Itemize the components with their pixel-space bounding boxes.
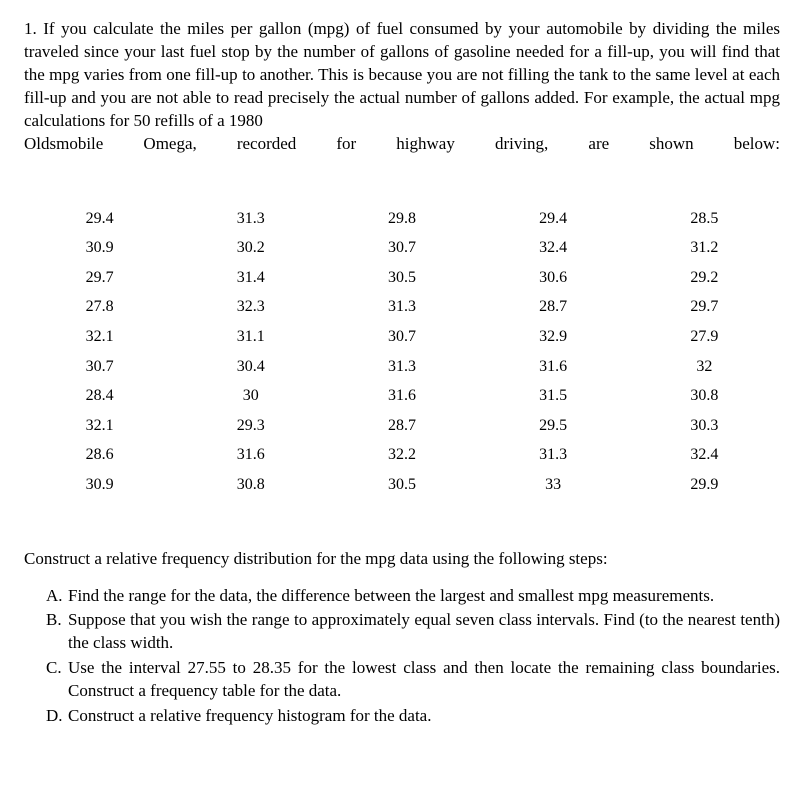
step-letter: A. bbox=[46, 585, 63, 608]
step-letter: C. bbox=[46, 657, 62, 680]
table-cell: 30.2 bbox=[175, 233, 326, 263]
table-cell: 31.2 bbox=[629, 233, 780, 263]
table-cell: 31.3 bbox=[175, 204, 326, 234]
step-text: Suppose that you wish the range to appro… bbox=[68, 610, 780, 652]
table-cell: 29.9 bbox=[629, 470, 780, 500]
table-cell: 30.7 bbox=[326, 322, 477, 352]
table-cell: 29.7 bbox=[24, 263, 175, 293]
table-cell: 32.1 bbox=[24, 322, 175, 352]
table-cell: 32.2 bbox=[326, 440, 477, 470]
intro-text-part1: If you calculate the miles per gallon (m… bbox=[24, 19, 780, 130]
table-cell: 29.8 bbox=[326, 204, 477, 234]
table-cell: 33 bbox=[478, 470, 629, 500]
table-cell: 30.5 bbox=[326, 263, 477, 293]
step-letter: D. bbox=[46, 705, 63, 728]
table-cell: 32.1 bbox=[24, 411, 175, 441]
step-letter: B. bbox=[46, 609, 62, 632]
table-row: 28.631.632.231.332.4 bbox=[24, 440, 780, 470]
table-cell: 30.9 bbox=[24, 233, 175, 263]
construct-instruction: Construct a relative frequency distribut… bbox=[24, 548, 780, 571]
step-text: Use the interval 27.55 to 28.35 for the … bbox=[68, 658, 780, 700]
table-cell: 31.4 bbox=[175, 263, 326, 293]
table-cell: 32.9 bbox=[478, 322, 629, 352]
table-cell: 30.8 bbox=[629, 381, 780, 411]
table-cell: 29.7 bbox=[629, 292, 780, 322]
table-cell: 32 bbox=[629, 352, 780, 382]
table-cell: 31.3 bbox=[326, 292, 477, 322]
table-row: 32.129.328.729.530.3 bbox=[24, 411, 780, 441]
step-item: A. Find the range for the data, the diffe… bbox=[46, 585, 780, 608]
table-cell: 30.7 bbox=[24, 352, 175, 382]
table-cell: 29.5 bbox=[478, 411, 629, 441]
table-cell: 32.4 bbox=[629, 440, 780, 470]
table-cell: 31.3 bbox=[478, 440, 629, 470]
steps-list: A. Find the range for the data, the diffe… bbox=[24, 585, 780, 729]
table-cell: 31.6 bbox=[478, 352, 629, 382]
table-cell: 30.7 bbox=[326, 233, 477, 263]
table-row: 30.930.230.732.431.2 bbox=[24, 233, 780, 263]
table-cell: 30.9 bbox=[24, 470, 175, 500]
table-cell: 28.7 bbox=[478, 292, 629, 322]
table-cell: 31.3 bbox=[326, 352, 477, 382]
intro-text-part2: Oldsmobile Omega, recorded for highway d… bbox=[24, 133, 780, 156]
table-cell: 30.4 bbox=[175, 352, 326, 382]
mpg-data-table: 29.431.329.829.428.530.930.230.732.431.2… bbox=[24, 204, 780, 500]
table-cell: 29.4 bbox=[478, 204, 629, 234]
table-row: 27.832.331.328.729.7 bbox=[24, 292, 780, 322]
table-cell: 30.8 bbox=[175, 470, 326, 500]
table-cell: 29.3 bbox=[175, 411, 326, 441]
problem-intro: 1. If you calculate the miles per gallon… bbox=[24, 18, 780, 156]
table-cell: 30.5 bbox=[326, 470, 477, 500]
table-cell: 31.5 bbox=[478, 381, 629, 411]
table-cell: 27.9 bbox=[629, 322, 780, 352]
step-item: C. Use the interval 27.55 to 28.35 for th… bbox=[46, 657, 780, 703]
problem-number: 1. bbox=[24, 19, 37, 38]
step-text: Construct a relative frequency histogram… bbox=[68, 706, 431, 725]
step-text: Find the range for the data, the differe… bbox=[68, 586, 714, 605]
table-cell: 28.7 bbox=[326, 411, 477, 441]
table-row: 29.731.430.530.629.2 bbox=[24, 263, 780, 293]
step-item: B. Suppose that you wish the range to app… bbox=[46, 609, 780, 655]
table-cell: 31.6 bbox=[326, 381, 477, 411]
table-cell: 29.2 bbox=[629, 263, 780, 293]
table-cell: 30.6 bbox=[478, 263, 629, 293]
table-row: 30.930.830.53329.9 bbox=[24, 470, 780, 500]
table-cell: 28.5 bbox=[629, 204, 780, 234]
table-cell: 29.4 bbox=[24, 204, 175, 234]
step-item: D. Construct a relative frequency histog… bbox=[46, 705, 780, 728]
table-cell: 30 bbox=[175, 381, 326, 411]
table-cell: 30.3 bbox=[629, 411, 780, 441]
table-row: 32.131.130.732.927.9 bbox=[24, 322, 780, 352]
table-cell: 32.4 bbox=[478, 233, 629, 263]
table-row: 28.43031.631.530.8 bbox=[24, 381, 780, 411]
table-cell: 31.1 bbox=[175, 322, 326, 352]
table-cell: 27.8 bbox=[24, 292, 175, 322]
table-cell: 28.6 bbox=[24, 440, 175, 470]
table-row: 30.730.431.331.632 bbox=[24, 352, 780, 382]
table-cell: 28.4 bbox=[24, 381, 175, 411]
table-cell: 32.3 bbox=[175, 292, 326, 322]
table-row: 29.431.329.829.428.5 bbox=[24, 204, 780, 234]
table-cell: 31.6 bbox=[175, 440, 326, 470]
